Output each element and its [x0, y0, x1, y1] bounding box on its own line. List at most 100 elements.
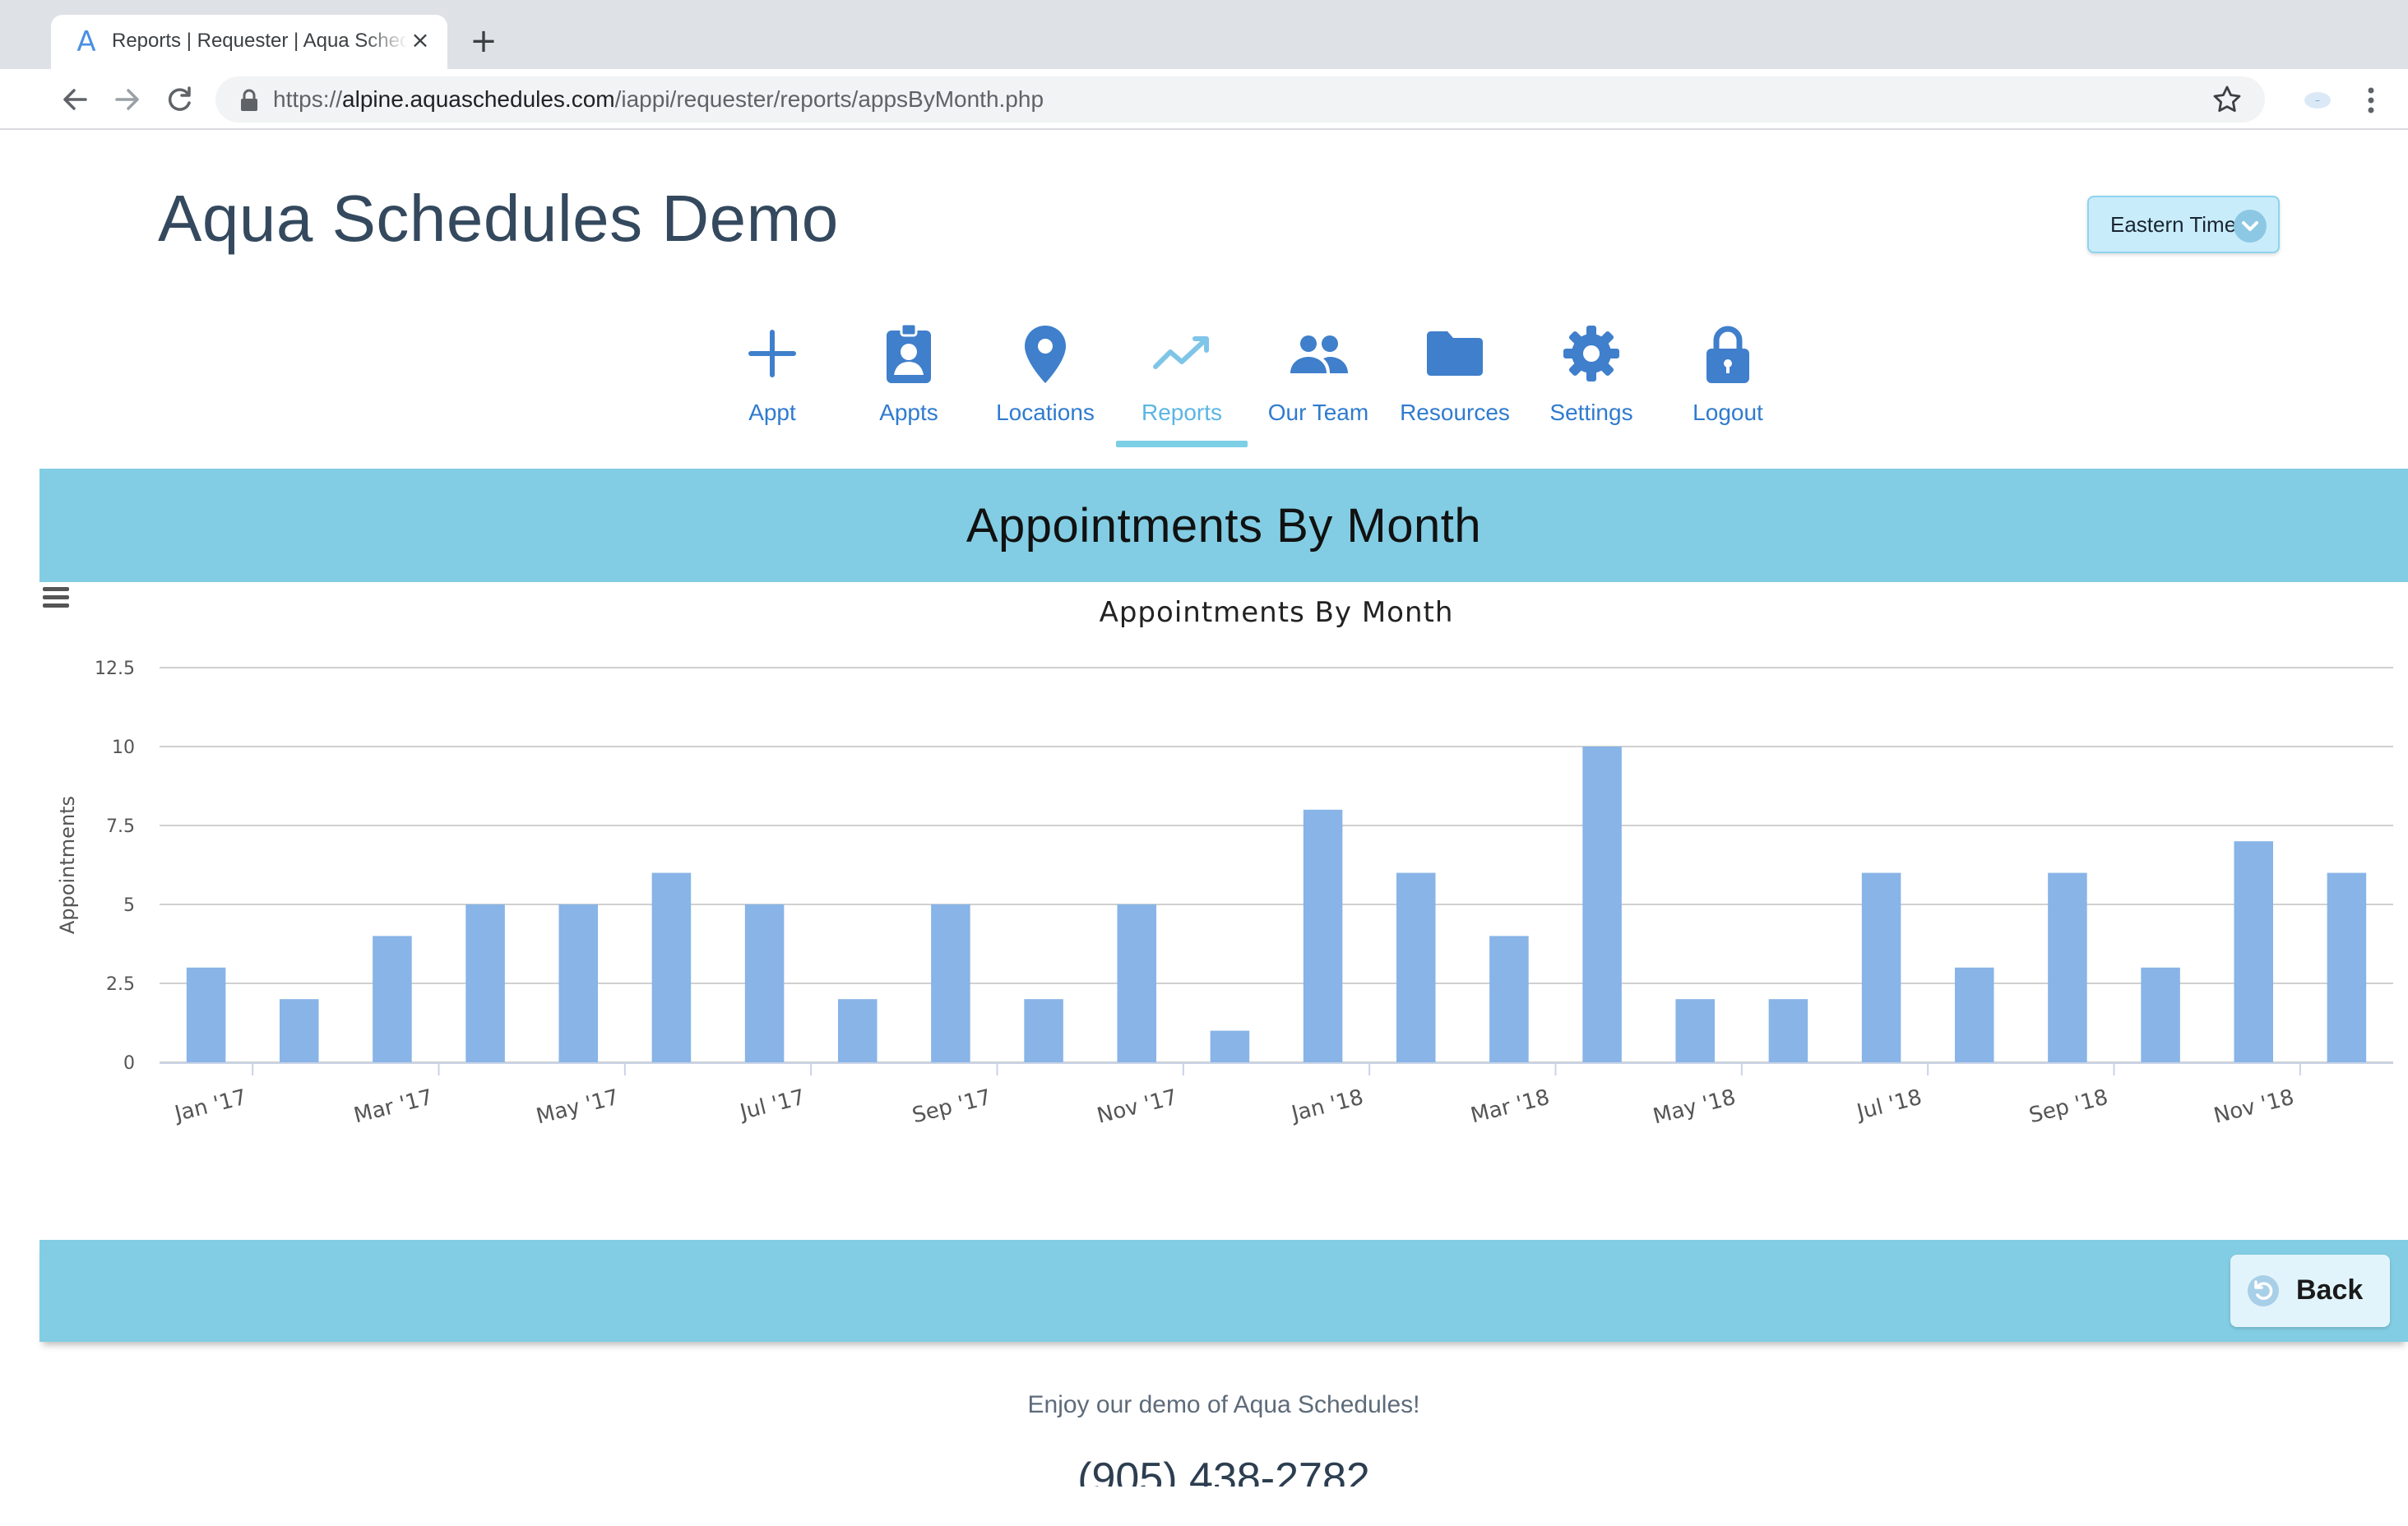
- bar-feb-17: [373, 936, 412, 1062]
- undo-arrow-icon: [2248, 1275, 2279, 1306]
- x-tick-label: May '17: [534, 1085, 621, 1130]
- nav-item-reports[interactable]: Reports: [1114, 321, 1250, 460]
- forward-arrow-icon[interactable]: [109, 81, 146, 118]
- svg-text:~: ~: [2315, 97, 2321, 104]
- timezone-select[interactable]: Eastern Time: [2087, 196, 2280, 253]
- bar-apr-17: [558, 904, 599, 1062]
- bar-dec-16: [186, 967, 226, 1062]
- y-tick-label: 0: [123, 1053, 135, 1074]
- bar-mar-17: [465, 904, 505, 1062]
- extension-icon[interactable]: ~: [2303, 86, 2332, 115]
- bar-jan-17: [279, 999, 319, 1062]
- nav-item-appt[interactable]: Appt: [704, 321, 840, 460]
- bar-mar-18: [1582, 747, 1622, 1062]
- chart-title: Appointments By Month: [1100, 596, 1454, 629]
- lock-icon: [241, 89, 257, 111]
- bookmark-star-icon[interactable]: [2211, 83, 2244, 116]
- y-tick-label: 10: [112, 738, 135, 758]
- bar-jul-18: [1954, 967, 1994, 1062]
- nav-item-resources[interactable]: Resources: [1387, 321, 1523, 460]
- footer-tagline: Enjoy our demo of Aqua Schedules!: [1027, 1391, 1420, 1418]
- appointments-bar-chart: Appointments By Month 0 2.5 5 7.5 10 12.5 Appoi…: [56, 596, 2393, 1130]
- id-badge-icon: [876, 321, 942, 386]
- x-tick-label: Sep '18: [2026, 1085, 2110, 1129]
- x-tick-label: May '18: [1651, 1085, 1738, 1130]
- x-tick-label: Nov '18: [2211, 1085, 2297, 1129]
- plus-icon: [739, 321, 805, 386]
- bar-oct-17: [1117, 904, 1157, 1062]
- chart-container: Appointments By Month 0 2.5 5 7.5 10 12.5 Appoi…: [39, 582, 2408, 1240]
- x-tick-label: Jan '17: [171, 1085, 249, 1127]
- footer-phone: (905) 438-2782: [1077, 1454, 1370, 1487]
- chevron-down-icon: [2234, 210, 2267, 243]
- back-arrow-icon[interactable]: [56, 81, 94, 118]
- nav-label: Settings: [1549, 400, 1633, 425]
- tab-title: Reports | Requester | Aqua Schedules: [112, 30, 408, 52]
- x-tick-label: Sep '17: [910, 1085, 993, 1129]
- bar-feb-18: [1489, 936, 1529, 1062]
- report-footer-bar: Back: [39, 1240, 2408, 1342]
- bar-jan-18: [1396, 872, 1436, 1062]
- y-axis-label: Appointments: [56, 796, 79, 934]
- y-tick-label: 5: [123, 895, 135, 916]
- nav-label: Appt: [748, 400, 796, 425]
- nav-item-our-team[interactable]: Our Team: [1250, 321, 1387, 460]
- browser-toolbar: https://alpine.aquaschedules.com/iappi/r…: [0, 69, 2408, 130]
- bar-may-18: [1768, 999, 1808, 1062]
- new-tab-icon[interactable]: +: [470, 22, 498, 60]
- bar-may-17: [651, 872, 692, 1062]
- bar-nov-18: [2327, 872, 2367, 1062]
- x-tick-label: Jul '17: [736, 1085, 808, 1126]
- x-tick-label: Mar '18: [1468, 1085, 1552, 1129]
- back-button[interactable]: Back: [2230, 1255, 2390, 1327]
- bar-dec-17: [1303, 809, 1343, 1062]
- bar-sep-17: [1024, 999, 1063, 1062]
- y-tick-label: 12.5: [95, 659, 135, 679]
- x-tick-label: Jul '18: [1853, 1085, 1924, 1126]
- nav-label: Our Team: [1267, 400, 1369, 425]
- active-nav-indicator: [1116, 441, 1248, 447]
- nav-item-locations[interactable]: Locations: [977, 321, 1114, 460]
- nav-label: Appts: [879, 400, 938, 425]
- nav-label: Resources: [1400, 400, 1510, 425]
- y-tick-label: 2.5: [106, 974, 135, 995]
- trend-line-icon: [1149, 321, 1215, 386]
- bar-aug-18: [2048, 872, 2087, 1062]
- site-favicon-icon: A: [76, 25, 96, 58]
- url-text: https://alpine.aquaschedules.com/iappi/r…: [273, 86, 1044, 112]
- page-content: Aqua Schedules Demo Eastern Time Appt Ap…: [39, 130, 2408, 1526]
- nav-label: Reports: [1141, 400, 1223, 425]
- nav-item-settings[interactable]: Settings: [1523, 321, 1660, 460]
- timezone-label: Eastern Time: [2110, 212, 2237, 237]
- bar-oct-18: [2234, 841, 2274, 1062]
- bar-sep-18: [2141, 967, 2180, 1062]
- reload-icon[interactable]: [161, 81, 199, 118]
- bar-aug-17: [931, 904, 970, 1062]
- browser-tab[interactable]: A Reports | Requester | Aqua Schedules ×: [51, 15, 447, 69]
- nav-label: Locations: [996, 400, 1095, 425]
- nav-item-logout[interactable]: Logout: [1660, 321, 1796, 460]
- people-icon: [1285, 321, 1351, 386]
- x-tick-label: Jan '18: [1288, 1085, 1366, 1127]
- report-banner: Appointments By Month: [39, 469, 2408, 582]
- map-pin-icon: [1012, 321, 1078, 386]
- close-tab-icon[interactable]: ×: [410, 26, 430, 53]
- address-bar[interactable]: https://alpine.aquaschedules.com/iappi/r…: [215, 76, 2265, 123]
- nav-item-appts[interactable]: Appts: [840, 321, 977, 460]
- back-button-label: Back: [2296, 1274, 2364, 1306]
- report-title: Appointments By Month: [966, 499, 1482, 553]
- main-nav: Appt Appts Locations Reports Our Team Re…: [704, 321, 1773, 460]
- x-tick-label: Nov '17: [1095, 1085, 1180, 1129]
- nav-label: Logout: [1693, 400, 1763, 425]
- folder-icon: [1422, 321, 1488, 386]
- bar-jun-18: [1861, 872, 1901, 1062]
- bar-jul-17: [837, 999, 878, 1062]
- browser-menu-icon[interactable]: [2359, 82, 2383, 118]
- bar-jun-17: [744, 904, 785, 1062]
- y-tick-label: 7.5: [106, 816, 135, 837]
- x-tick-label: Mar '17: [351, 1085, 435, 1129]
- bar-nov-17: [1210, 1030, 1250, 1062]
- chart-menu-icon[interactable]: [39, 582, 72, 612]
- browser-tab-strip: A Reports | Requester | Aqua Schedules ×…: [0, 0, 2408, 69]
- padlock-icon: [1695, 321, 1761, 386]
